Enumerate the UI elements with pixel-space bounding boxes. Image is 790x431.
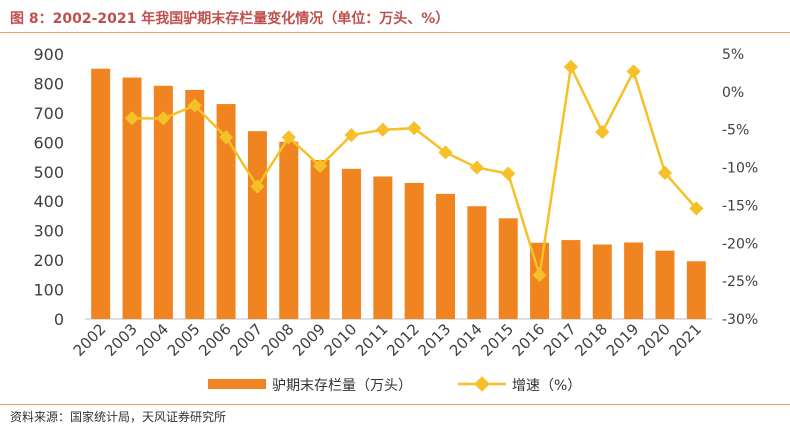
legend-bar-swatch — [208, 379, 266, 389]
bar-2008 — [279, 141, 299, 319]
bar-2010 — [341, 168, 361, 319]
x-tick-label: 2004 — [132, 320, 172, 360]
growth-point-2020 — [657, 165, 673, 180]
x-tick-label: 2018 — [571, 320, 611, 360]
x-tick-label: 2021 — [665, 320, 705, 360]
y-left-tick-label: 300 — [33, 222, 64, 241]
bar-2011 — [373, 176, 393, 319]
bar-2013 — [436, 193, 456, 319]
y-left-tick-label: 0 — [54, 310, 64, 329]
bar-2017 — [561, 240, 581, 319]
x-tick-label: 2012 — [383, 320, 423, 360]
y-left-tick-label: 700 — [33, 104, 64, 123]
legend-line-marker — [474, 376, 490, 392]
bar-2012 — [404, 182, 424, 319]
growth-point-2017 — [563, 59, 578, 74]
bar-2018 — [592, 244, 612, 319]
growth-point-2012 — [407, 121, 422, 136]
bar-2019 — [624, 242, 644, 319]
x-tick-label: 2019 — [603, 320, 643, 360]
chart: 0 100 200 300 400 500 600 700 800 900 -30% -25% -20… — [33, 45, 758, 394]
growth-point-2009 — [313, 158, 328, 174]
x-tick-label: 2007 — [227, 320, 267, 360]
x-tick-label: 2005 — [164, 320, 204, 360]
x-tick-label: 2002 — [70, 320, 110, 360]
x-tick-label: 2020 — [634, 320, 674, 360]
growth-point-2011 — [375, 122, 390, 137]
y-right-tick-label: -20% — [722, 236, 758, 252]
x-tick-label: 2014 — [446, 320, 486, 360]
bar-2005 — [185, 89, 205, 319]
y-left-tick-label: 200 — [33, 251, 64, 270]
source-note: 资料来源：国家统计局，天风证券研究所 — [10, 410, 227, 424]
y-right-tick-label: -5% — [722, 123, 749, 139]
bar-2020 — [655, 250, 675, 319]
y-right-tick-label: 5% — [722, 47, 744, 63]
y-right-tick-label: -30% — [722, 312, 758, 328]
y-right-tick-label: -10% — [722, 161, 758, 177]
x-tick-label: 2016 — [509, 320, 549, 360]
title-divider — [0, 32, 790, 33]
x-tick-label: 2013 — [415, 320, 455, 360]
growth-point-2003 — [124, 111, 140, 126]
bar-2004 — [153, 85, 173, 319]
y-left-tick-label: 900 — [33, 45, 64, 64]
growth-point-2008 — [281, 130, 296, 145]
x-tick-label: 2015 — [477, 320, 517, 360]
y-left-tick-label: 600 — [33, 133, 64, 152]
bar-2021 — [686, 261, 706, 319]
x-tick-label: 2003 — [101, 320, 141, 360]
source-divider — [0, 404, 790, 405]
bar-2006 — [216, 104, 236, 319]
y-left-tick-label: 100 — [33, 281, 64, 300]
bar-2002 — [91, 68, 111, 319]
growth-point-2021 — [689, 201, 704, 216]
legend: 驴期末存栏量（万头） 增速（%） — [208, 376, 581, 394]
y-left-tick-label: 800 — [33, 74, 64, 93]
y-right-tick-label: -25% — [722, 274, 758, 290]
growth-point-2014 — [469, 160, 484, 175]
bar-2015 — [498, 218, 518, 319]
y-left-tick-label: 500 — [33, 163, 64, 182]
x-tick-label: 2009 — [289, 320, 329, 360]
bar-2003 — [122, 77, 142, 319]
bar-2014 — [467, 206, 487, 319]
x-tick-label: 2011 — [352, 320, 392, 360]
chart-title: 图 8：2002-2021 年我国驴期末存栏量变化情况（单位：万头、%） — [10, 11, 450, 27]
y-right-tick-label: 0% — [722, 85, 744, 101]
bar-2007 — [247, 131, 267, 319]
x-tick-label: 2017 — [540, 320, 580, 360]
bar-2009 — [310, 160, 330, 319]
growth-point-2016 — [532, 268, 547, 283]
x-tick-label: 2010 — [321, 320, 361, 360]
x-tick-label: 2006 — [195, 320, 235, 360]
growth-point-2006 — [219, 130, 234, 145]
growth-point-2013 — [438, 145, 453, 160]
y-right-tick-label: -15% — [722, 198, 758, 214]
growth-point-2010 — [344, 127, 359, 143]
y-left-tick-label: 400 — [33, 192, 64, 211]
growth-point-2018 — [595, 124, 610, 140]
growth-point-2015 — [501, 166, 516, 181]
legend-line-label: 增速（%） — [512, 378, 581, 394]
growth-point-2019 — [626, 64, 641, 79]
legend-bar-label: 驴期末存栏量（万头） — [272, 378, 412, 394]
x-tick-label: 2008 — [258, 320, 298, 360]
